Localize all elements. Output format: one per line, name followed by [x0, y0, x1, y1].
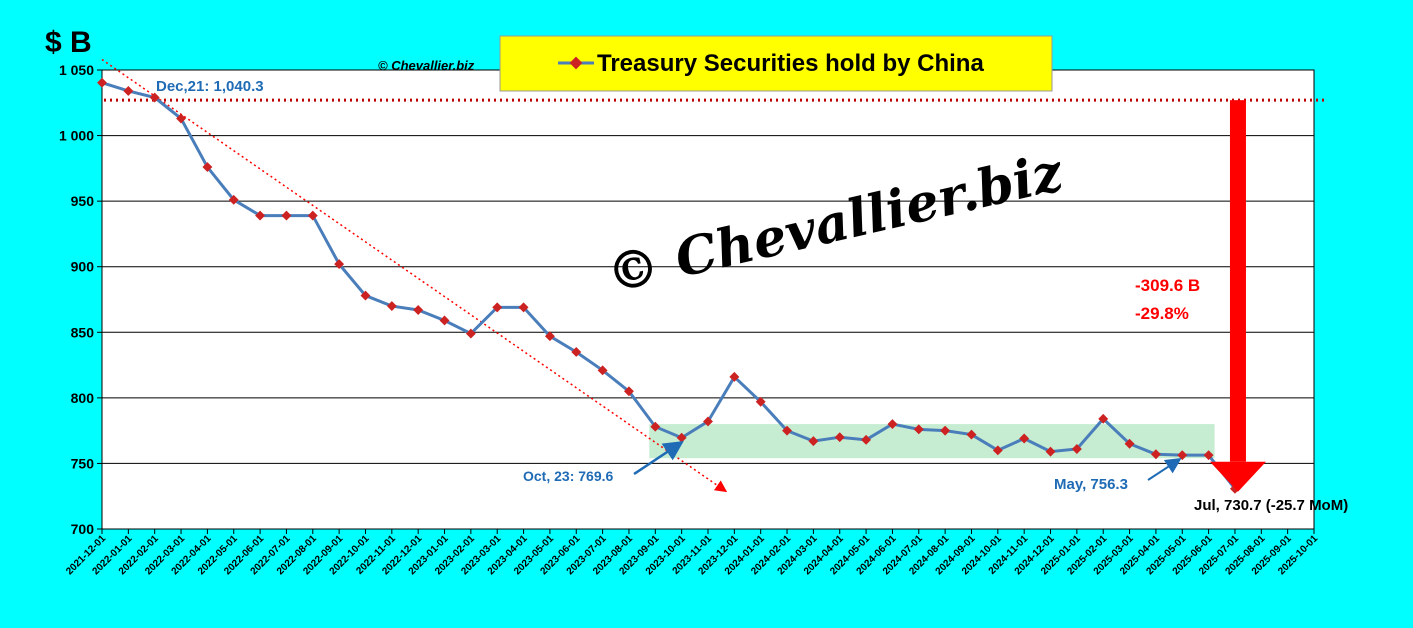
data-point — [703, 416, 713, 427]
data-point — [1203, 450, 1214, 461]
data-point — [281, 210, 292, 221]
annotation-dec21: Dec,21: 1,040.3 — [156, 78, 264, 95]
data-point — [782, 425, 792, 436]
data-point — [1150, 449, 1161, 460]
chart-legend: Treasury Securities hold by China — [499, 35, 1053, 92]
y-tick-label: 800 — [71, 390, 95, 406]
data-point — [676, 432, 687, 443]
copyright-small: © Chevallier.biz — [378, 58, 475, 73]
data-point — [1071, 444, 1082, 454]
data-point — [439, 315, 450, 326]
data-point — [386, 301, 397, 312]
data-point — [624, 386, 634, 397]
annotation-may25-arrow — [1147, 457, 1182, 481]
data-point — [149, 92, 160, 103]
y-tick-label: 750 — [71, 455, 95, 471]
data-point — [1098, 413, 1109, 424]
data-point — [176, 113, 186, 124]
data-point — [1124, 438, 1135, 449]
y-tick-label: 850 — [71, 324, 95, 340]
data-point — [202, 162, 213, 172]
y-tick-label: 1 000 — [59, 128, 94, 144]
data-point — [966, 429, 977, 440]
y-tick-label: 1 050 — [59, 62, 94, 78]
data-point — [307, 210, 318, 221]
data-point — [1177, 450, 1188, 461]
data-point — [913, 424, 924, 435]
data-point — [650, 421, 661, 432]
y-tick-label: 700 — [71, 521, 95, 537]
data-point — [571, 347, 582, 357]
data-point — [97, 77, 107, 88]
annotation-may25: May, 756.3 — [1054, 476, 1128, 493]
decline-amount: -309.6 B — [1135, 276, 1200, 295]
data-point — [360, 290, 371, 301]
data-point — [808, 436, 819, 447]
y-tick-label: 900 — [71, 259, 95, 275]
data-point — [729, 371, 740, 382]
annotation-oct23-arrow — [633, 440, 684, 476]
y-tick-label: 950 — [71, 193, 95, 209]
annotation-oct23: Oct, 23: 769.6 — [523, 468, 613, 484]
data-point — [123, 86, 134, 96]
data-point — [940, 425, 951, 436]
trend-line — [101, 58, 728, 493]
data-point — [1045, 446, 1056, 457]
data-point — [255, 210, 266, 221]
data-point — [861, 434, 872, 445]
data-point — [492, 302, 503, 313]
data-point — [413, 305, 424, 315]
annotation-jul25: Jul, 730.7 (-25.7 MoM) — [1194, 497, 1348, 514]
plot-area — [102, 70, 1314, 529]
data-point — [755, 396, 766, 407]
data-point — [992, 445, 1003, 456]
data-point — [887, 419, 898, 430]
data-point — [465, 328, 476, 339]
chart-title: Treasury Securities hold by China — [597, 50, 984, 77]
data-point — [518, 302, 529, 313]
data-point — [834, 432, 845, 443]
decline-arrow-head — [1209, 461, 1266, 492]
data-point — [597, 365, 608, 376]
y-axis-label: $ B — [45, 26, 92, 59]
decline-percent: -29.8% — [1135, 304, 1189, 323]
data-point — [334, 259, 345, 270]
decline-arrow-shaft — [1229, 100, 1246, 462]
data-point — [544, 331, 555, 342]
